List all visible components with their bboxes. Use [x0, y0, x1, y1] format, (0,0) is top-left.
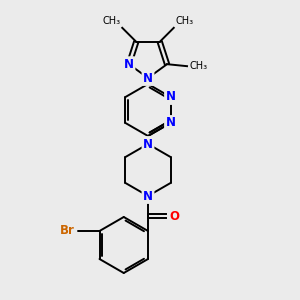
Text: Br: Br: [60, 224, 74, 238]
Text: N: N: [143, 190, 153, 202]
Text: O: O: [169, 209, 179, 223]
Text: N: N: [124, 58, 134, 71]
Text: CH₃: CH₃: [189, 61, 207, 71]
Text: N: N: [166, 116, 176, 130]
Text: CH₃: CH₃: [102, 16, 120, 26]
Text: N: N: [166, 91, 176, 103]
Text: N: N: [143, 137, 153, 151]
Text: CH₃: CH₃: [176, 16, 194, 26]
Text: N: N: [143, 71, 153, 85]
